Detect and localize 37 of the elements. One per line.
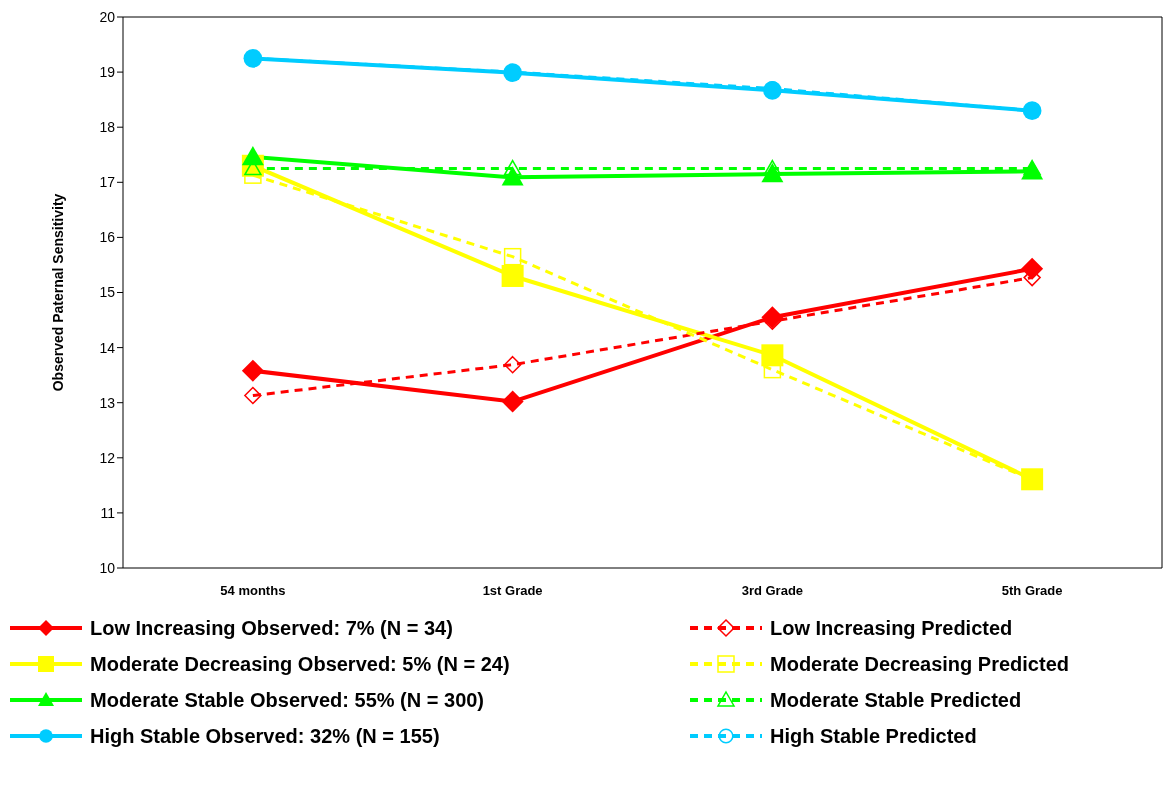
y-tick-label: 14 bbox=[99, 339, 116, 356]
legend-label: High Stable Observed: 32% (N = 155) bbox=[90, 724, 440, 748]
legend-label: Low Increasing Predicted bbox=[770, 616, 1013, 640]
y-axis-title: Observed Paternal Sensitivity bbox=[49, 193, 66, 392]
point bbox=[241, 145, 264, 166]
point bbox=[761, 344, 784, 367]
point bbox=[763, 159, 782, 176]
y-tick-label: 13 bbox=[99, 394, 116, 411]
point bbox=[503, 355, 522, 374]
point bbox=[761, 163, 784, 183]
point bbox=[503, 247, 522, 266]
x-tick-label: 54 months bbox=[220, 583, 286, 599]
x-tick-label: 3rd Grade bbox=[741, 583, 804, 599]
y-tick-label: 10 bbox=[99, 559, 116, 576]
y-tick-label: 20 bbox=[99, 8, 116, 25]
x-tick-label: 1st Grade bbox=[482, 583, 543, 599]
point bbox=[501, 264, 524, 287]
y-tick-label: 18 bbox=[99, 119, 116, 136]
y-tick-label: 17 bbox=[99, 174, 116, 191]
legend-label: Moderate Stable Observed: 55% (N = 300) bbox=[90, 688, 485, 712]
y-tick-label: 11 bbox=[100, 504, 116, 521]
point bbox=[244, 386, 262, 405]
legend-label: High Stable Predicted bbox=[770, 724, 977, 748]
point bbox=[501, 390, 524, 413]
point bbox=[241, 359, 264, 382]
legend-label: Low Increasing Observed: 7% (N = 34) bbox=[90, 616, 453, 640]
legend-label: Moderate Stable Predicted bbox=[770, 688, 1022, 712]
y-tick-label: 16 bbox=[99, 229, 116, 246]
x-tick-label: 5th Grade bbox=[1001, 583, 1063, 599]
legend-label: Moderate Decreasing Predicted bbox=[770, 652, 1069, 676]
y-tick-label: 12 bbox=[99, 449, 116, 466]
point bbox=[501, 166, 524, 186]
legend-label: Moderate Decreasing Observed: 5% (N = 24) bbox=[90, 652, 510, 676]
y-tick-label: 19 bbox=[99, 64, 116, 81]
y-tick-label: 15 bbox=[99, 284, 116, 301]
point bbox=[503, 159, 522, 176]
point bbox=[1021, 257, 1044, 280]
